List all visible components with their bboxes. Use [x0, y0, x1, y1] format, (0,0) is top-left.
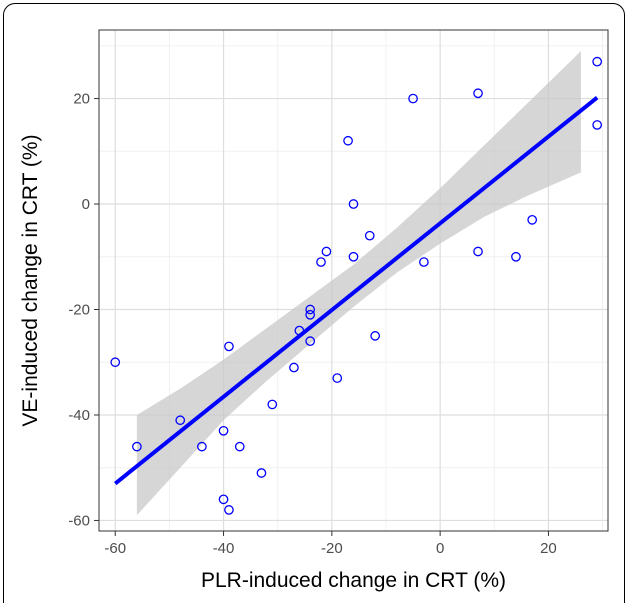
data-point [305, 336, 316, 346]
figure-frame: -60 -40 -20 0 20 -60 -40 -20 0 20 PLR-induced ch… [3, 3, 625, 603]
data-point [305, 304, 316, 315]
y-axis: -60 -40 -20 0 20 [68, 91, 99, 529]
y-tick-label: 20 [73, 91, 90, 108]
major-grid [99, 30, 608, 531]
data-point [527, 215, 538, 225]
data-point [256, 468, 267, 478]
data-point [419, 257, 429, 267]
plot-panel-border [98, 29, 609, 532]
data-point [343, 135, 353, 146]
data-point [110, 357, 121, 368]
data-point [197, 441, 207, 452]
data-point [348, 199, 359, 209]
x-tick-label: 0 [436, 540, 444, 557]
data-point [224, 341, 234, 352]
data-point [267, 399, 278, 410]
data-point [473, 88, 483, 99]
data-point [289, 362, 299, 373]
data-point [294, 325, 305, 336]
y-tick-label: -60 [68, 512, 90, 529]
data-point [511, 251, 521, 262]
confidence-band [136, 51, 581, 516]
y-tick-label: -40 [68, 407, 90, 424]
y-axis-title: VE-induced change in CRT (%) [19, 134, 42, 426]
x-tick-label: -60 [104, 540, 126, 557]
x-tick-label: -40 [213, 540, 235, 557]
data-point [305, 309, 316, 320]
data-point [316, 257, 326, 267]
data-point [224, 505, 234, 515]
x-tick-label: -20 [321, 540, 343, 557]
data-point [175, 415, 186, 426]
data-point [408, 93, 418, 104]
data-points [110, 56, 603, 515]
x-axis-title: PLR-induced change in CRT (%) [201, 569, 506, 592]
data-point [218, 494, 229, 505]
data-point [332, 373, 343, 383]
data-point [364, 230, 375, 241]
data-point [218, 425, 229, 436]
data-point [592, 120, 603, 130]
data-point [321, 246, 332, 257]
y-tick-label: -20 [68, 302, 90, 319]
x-axis: -60 -40 -20 0 20 [104, 531, 557, 557]
data-point [234, 441, 245, 452]
data-point [132, 441, 142, 452]
data-point [348, 251, 359, 262]
regression-line [113, 95, 599, 486]
scatter-chart: -60 -40 -20 0 20 -60 -40 -20 0 20 PLR-induced ch… [19, 29, 609, 592]
x-tick-label: 20 [540, 540, 557, 557]
data-point [592, 56, 603, 67]
data-point [370, 331, 381, 341]
data-point [473, 246, 483, 257]
y-tick-label: 0 [82, 196, 90, 213]
